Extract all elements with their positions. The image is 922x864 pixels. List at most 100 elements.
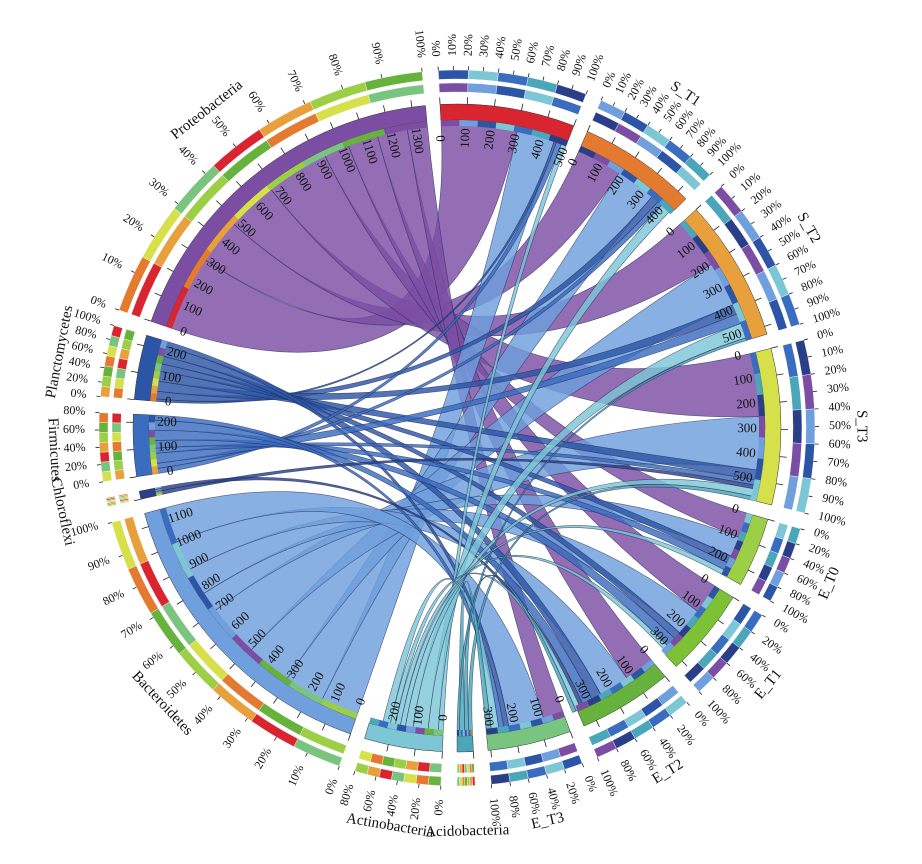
pct-tick-e-t2-2 [653,728,655,731]
count-tick-s-t2-500 [765,324,772,326]
pct-tick-bacteroidetes-9 [119,555,123,556]
count-label-actinobacteria-100: 100 [409,705,426,726]
count-tick-e-t1-200 [701,641,706,646]
count-tick-planctomycetes-0 [127,399,134,400]
band-firmicutes-0-6 [112,413,121,423]
band-acidobacteria-1-3 [465,777,468,786]
inner-strip-unlabeled-sample-0 [441,120,460,126]
count-tick-bacteroidetes-600 [210,644,215,649]
count-tick-s-t1-0 [587,125,590,131]
count-tick-e-t2-0 [665,676,669,681]
count-tick-e-t2-100 [643,693,647,699]
pct-tick-e-t1-5 [699,692,702,695]
count-label-unlabeled-sample-100: 100 [457,128,473,148]
count-tick-bacteroidetes-200 [297,712,300,718]
count-tick-e-t0-200 [748,570,754,573]
band-planctomycetes-0-1 [114,378,124,389]
count-tick-proteobacteria-1100 [357,113,359,120]
count-tick-e-t1-300 [682,661,687,666]
band-firmicutes-1-2 [100,452,110,462]
pct-label-proteobacteria-2: 20% [121,211,147,235]
pct-tick-e-t3-2 [547,775,548,779]
band-e-t3-0-0 [558,743,578,757]
band-firmicutes-1-6 [99,413,108,423]
pct-tick-s-t3-8 [811,479,815,480]
pct-label-e-t2-4: 80% [618,757,640,783]
band-planctomycetes-0-3 [117,358,128,369]
pct-tick-actinobacteria-4 [354,771,355,775]
pct-label-planctomycetes-0: 0% [70,386,87,401]
count-tick-bacteroidetes-300 [273,698,277,704]
pct-tick-e-t2-3 [635,739,637,742]
pct-tick-bacteroidetes-5 [192,672,195,675]
pct-tick-s-t1-8 [691,154,694,157]
count-tick-s-t1-200 [635,152,639,158]
pct-tick-e-t0-5 [770,601,774,603]
pct-tick-s-t1-2 [625,108,627,112]
inner-strip-acidobacteria-7 [457,730,459,736]
group-label-proteobacteria: Proteobacteria [168,77,246,143]
band-firmicutes-1-4 [99,432,108,442]
pct-tick-e-t2-1 [670,715,672,718]
count-tick-proteobacteria-1200 [383,105,385,112]
pct-tick-planctomycetes-1 [98,382,102,383]
pct-label-e-t1-0: 0% [771,615,792,635]
band-actinobacteria-1-6 [355,762,369,774]
band-s-t3-1-1 [802,374,814,409]
pct-tick-e-t1-0 [762,615,765,617]
band-e-t3-0-4 [489,760,508,771]
band-actinobacteria-0-2 [405,760,418,770]
pct-label-actinobacteria-3: 60% [360,788,379,813]
pct-label-actinobacteria-0: 0% [431,799,446,816]
inner-strip-acidobacteria-2 [467,730,469,736]
band-firmicutes-1-3 [99,442,109,452]
count-tick-actinobacteria-200 [387,745,388,752]
arc-chloroflexi [139,488,156,499]
pct-tick-s-t2-0 [721,184,724,187]
pct-tick-s-t1-7 [680,145,682,148]
inner-strip-planctomycetes-0 [150,393,157,401]
band-e-t3-1-1 [544,761,564,775]
pct-label-planctomycetes-1: 20% [66,369,90,386]
pct-label-actinobacteria-1: 20% [407,797,423,820]
band-acidobacteria-1-4 [462,777,465,786]
pct-tick-s-t1-10 [710,172,713,175]
count-tick-e-t1-0 [733,597,739,601]
pct-tick-proteobacteria-5 [233,143,235,146]
group-label-s-t3: S_T3 [853,410,869,443]
inner-strip-actinobacteria-0 [434,729,444,736]
band-actinobacteria-0-3 [394,758,407,769]
inner-strip-acidobacteria-6 [459,730,461,736]
pct-label-proteobacteria-6: 60% [245,88,268,114]
count-tick-bacteroidetes-400 [251,682,255,687]
band-planctomycetes-1-6 [111,326,122,338]
pct-tick-proteobacteria-1 [131,271,135,273]
pct-tick-s-t2-3 [751,222,754,224]
band-s-t3-1-0 [795,340,811,376]
count-tick-s-t2-200 [729,249,735,253]
pct-label-actinobacteria-4: 80% [337,782,357,807]
band-actinobacteria-1-5 [367,766,381,778]
inner-strip-firmicutes-4 [149,437,155,445]
pct-label-s-t3-2: 20% [824,361,848,378]
pct-label-unlabeled-sample-3: 30% [476,34,492,57]
pct-label-bacteroidetes-8: 80% [100,586,126,608]
band-firmicutes-0-3 [112,442,121,452]
pct-label-bacteroidetes-9: 90% [86,553,112,574]
pct-label-s-t3-7: 70% [827,455,850,471]
pct-tick-firmicutes-0 [99,482,103,483]
pct-label-unlabeled-sample-4: 40% [492,36,508,59]
count-tick-s-t2-0 [696,205,701,210]
band-s-t3-0-2 [793,410,802,444]
band-actinobacteria-0-0 [429,763,441,773]
count-tick-e-t0-0 [768,519,775,521]
pct-tick-planctomycetes-3 [103,353,107,354]
count-tick-s-t3-200 [780,402,787,403]
group-label-firmicutes: Firmicutes [44,417,63,482]
pct-tick-e-t2-0 [687,702,690,705]
count-tick-e-t3-200 [518,746,519,753]
group-label-s-t2: S_T2 [794,210,824,246]
count-label-e-t3-300: 300 [480,706,497,727]
count-tick-bacteroidetes-0 [348,734,350,741]
